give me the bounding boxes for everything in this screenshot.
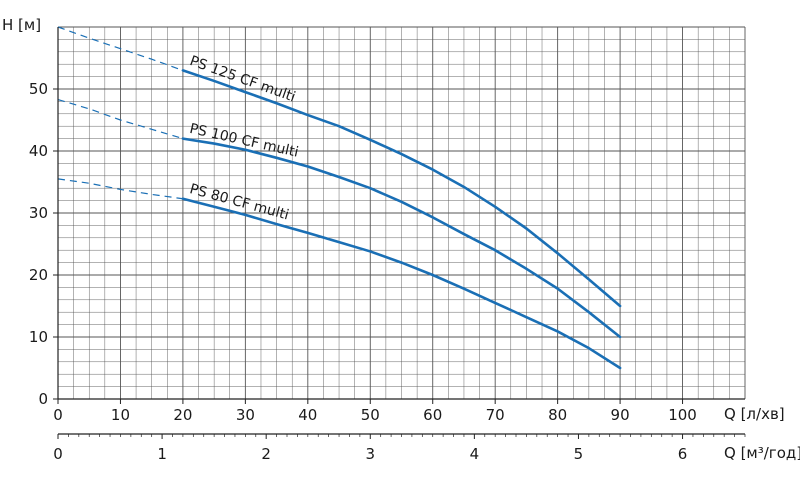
- x2-tick-label: 6: [678, 445, 688, 463]
- y-tick-label: 30: [29, 204, 48, 222]
- x-tick-label: 80: [548, 406, 567, 424]
- x-tick-label: 0: [53, 406, 63, 424]
- performance-curve-2: [181, 137, 622, 339]
- x2-tick-label: 2: [261, 445, 271, 463]
- y-tick-label: 50: [29, 80, 48, 98]
- x-tick-label: 30: [236, 406, 255, 424]
- x-tick-label: 10: [111, 406, 130, 424]
- extrapolated-curves: [57, 26, 184, 200]
- extrapolated-curve-2: [57, 98, 184, 140]
- performance-curves: [181, 69, 622, 370]
- y-tick-label: 40: [29, 142, 48, 160]
- x-tick-label: 50: [361, 406, 380, 424]
- curve-label-3: PS 80 CF multi: [188, 181, 291, 223]
- x2-tick-label: 1: [157, 445, 167, 463]
- x-tick-label: 90: [611, 406, 630, 424]
- x-axis-title: Q [л/хв]: [724, 405, 785, 423]
- y-tick-label: 10: [29, 328, 48, 346]
- x2-tick-label: 3: [365, 445, 375, 463]
- x-tick-label: 100: [668, 406, 697, 424]
- performance-curve-1: [181, 69, 622, 308]
- performance-curve-3: [181, 197, 622, 370]
- y-tick-label: 20: [29, 266, 48, 284]
- chart-axes: [53, 27, 746, 439]
- extrapolated-curve-1: [57, 26, 184, 71]
- x-tick-label: 60: [423, 406, 442, 424]
- x2-tick-label: 0: [53, 445, 63, 463]
- curve-label-1: PS 125 CF multi: [188, 53, 298, 105]
- y-axis-title: H [м]: [2, 16, 41, 34]
- chart-grid: [58, 26, 746, 399]
- x-tick-label: 70: [486, 406, 505, 424]
- x2-axis-title: Q [м³/год]: [724, 444, 800, 462]
- x-tick-label: 40: [298, 406, 317, 424]
- tick-labels: 0 10 20 30 40 50 0 10 20 30 40 50 60 70 80 90 100 0 1 2 3 4 5 6…: [29, 53, 697, 463]
- x2-tick-label: 5: [574, 445, 584, 463]
- extrapolated-curve-3: [57, 178, 183, 200]
- y-tick-label: 0: [38, 390, 48, 408]
- x-tick-label: 20: [173, 406, 192, 424]
- x2-tick-label: 4: [470, 445, 480, 463]
